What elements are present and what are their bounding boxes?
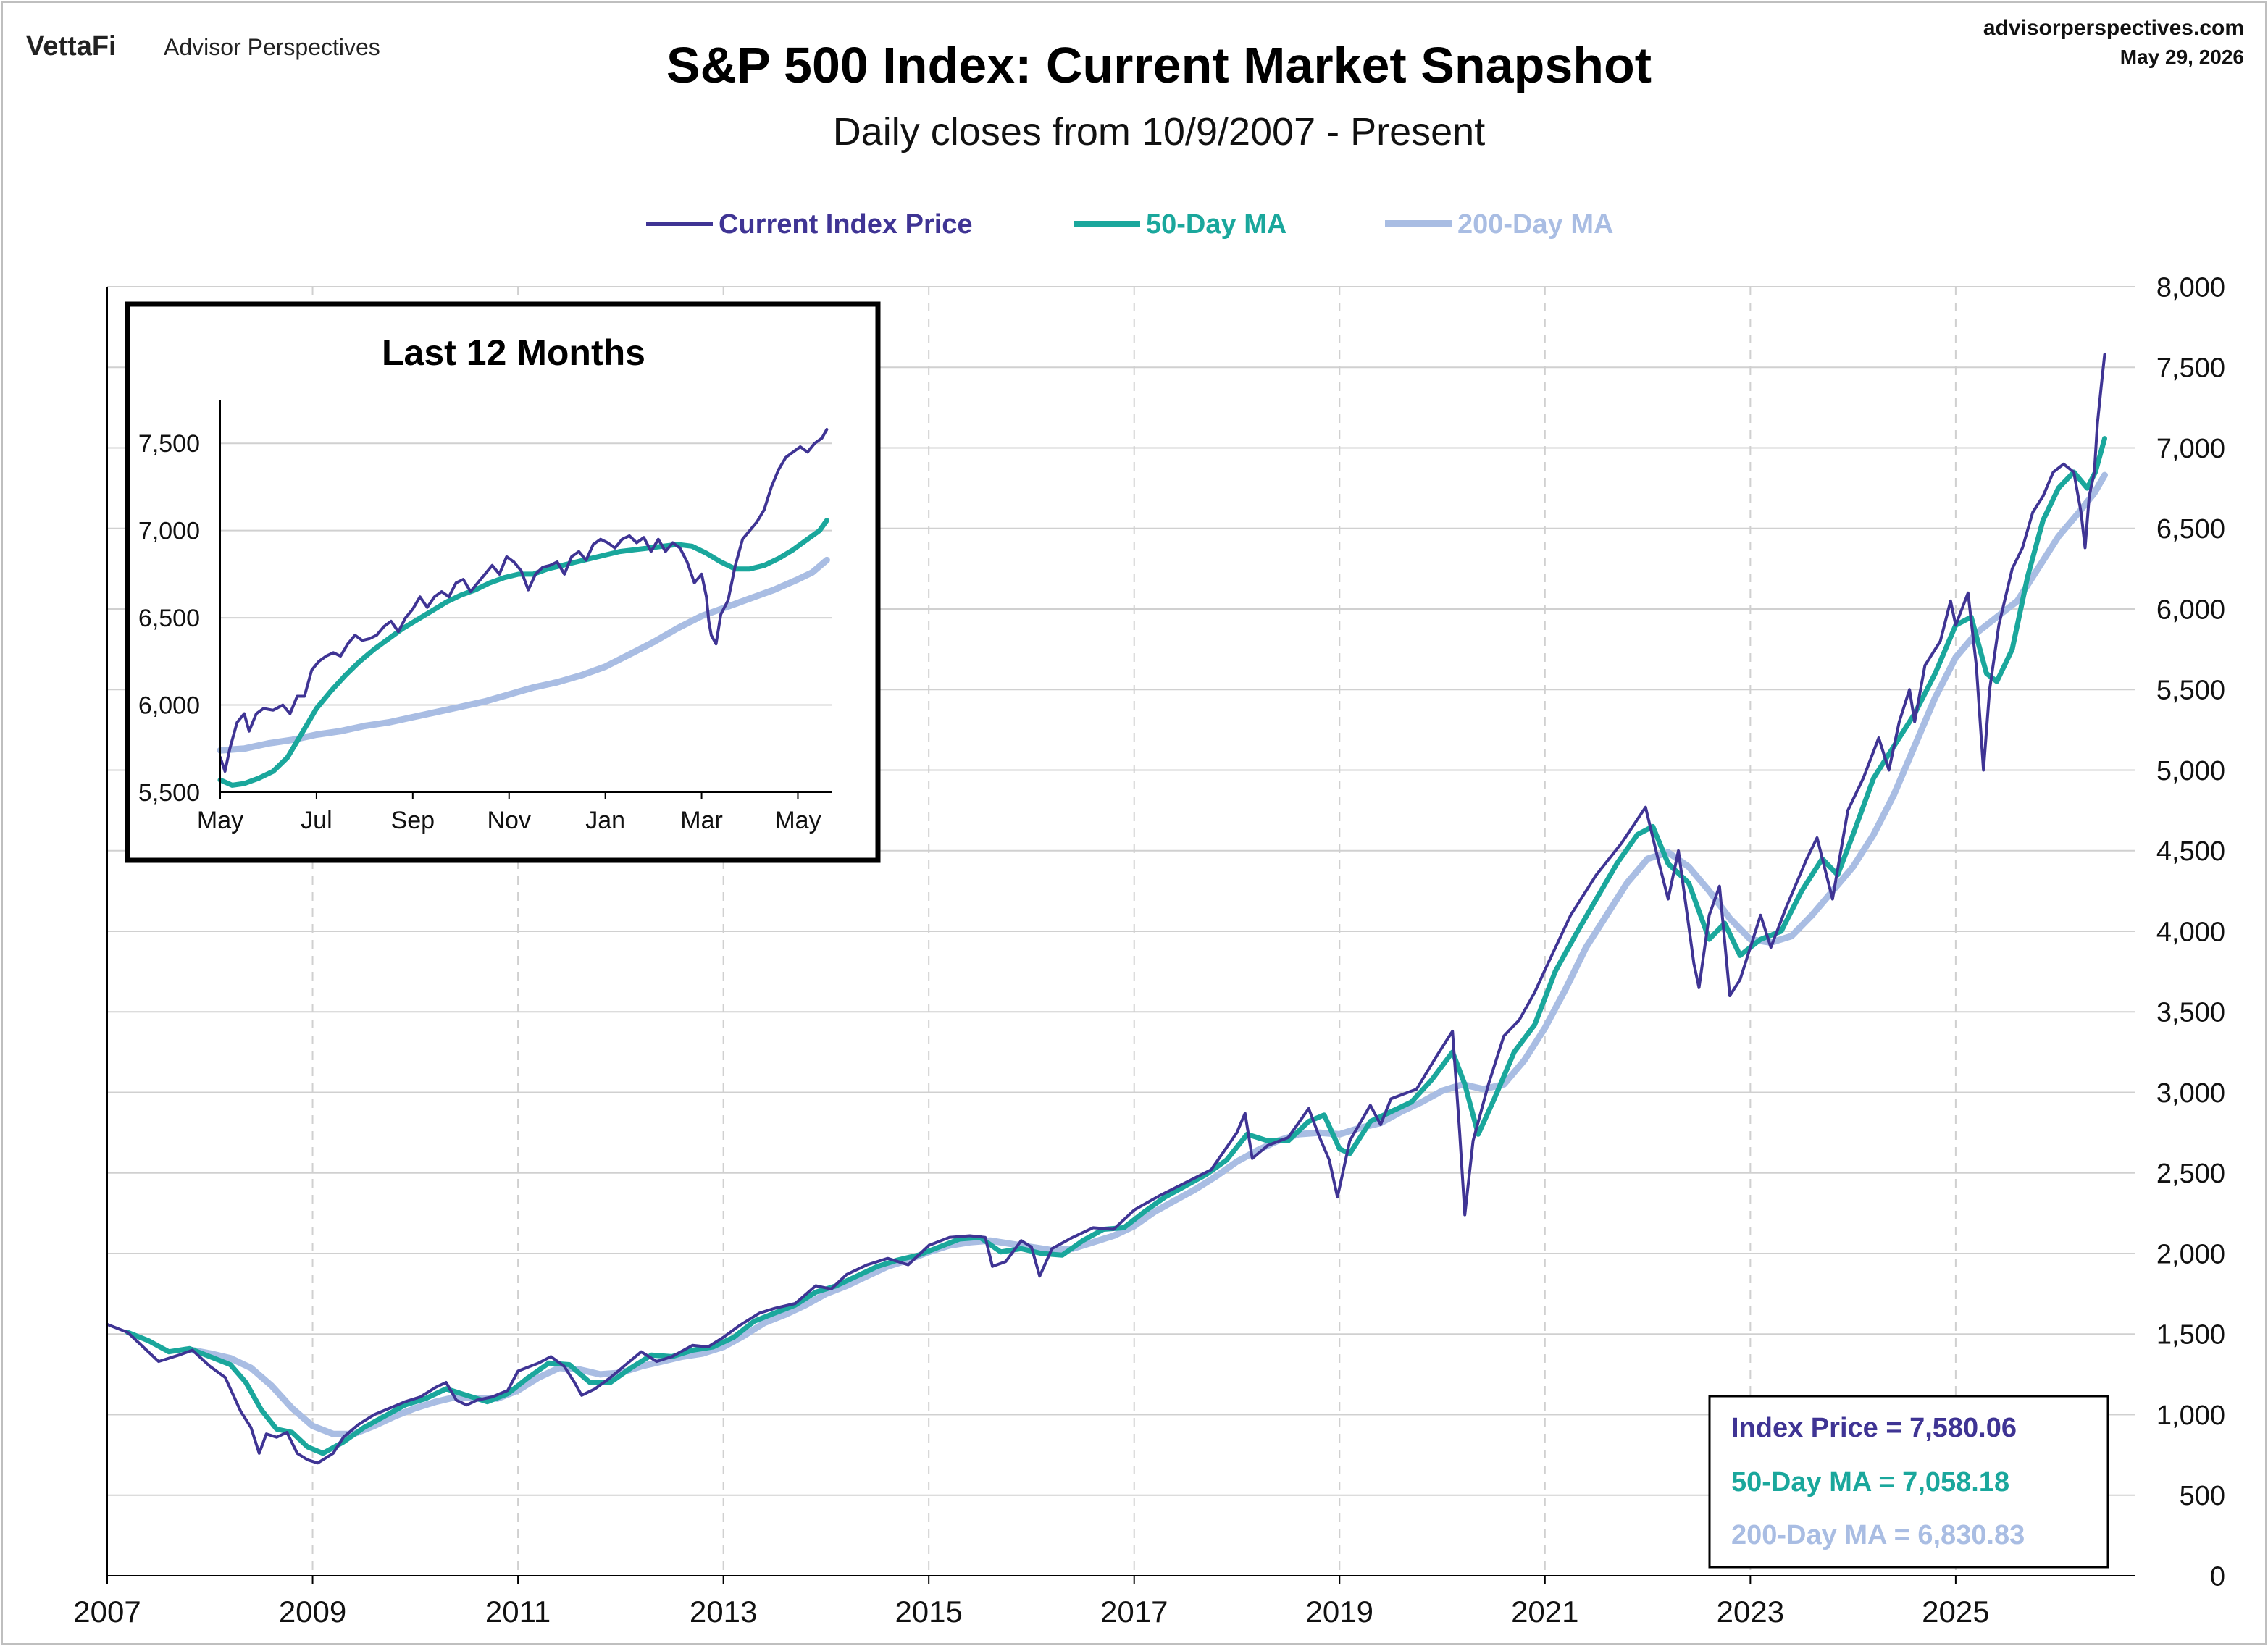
y-tick-label: 7,500 <box>2156 353 2225 384</box>
y-tick-label: 3,500 <box>2156 998 2225 1028</box>
x-tick-label: Nov <box>488 807 531 834</box>
y-tick-label: 1,500 <box>2156 1320 2225 1351</box>
y-tick-label: 2,000 <box>2156 1239 2225 1269</box>
x-tick-label: 2023 <box>1717 1595 1784 1629</box>
y-tick-label: 0 <box>2210 1561 2225 1592</box>
series-line-price <box>106 353 2106 1465</box>
y-tick-label: 500 <box>2180 1481 2225 1511</box>
x-tick-label: 2011 <box>485 1595 551 1629</box>
series-line-ma200 <box>217 556 830 754</box>
inset-box <box>125 301 881 863</box>
y-tick-label: 6,000 <box>138 692 200 719</box>
x-tick-label: 2017 <box>1100 1595 1168 1629</box>
site-url: advisorperspectives.com <box>1983 16 2244 40</box>
values-box <box>1708 1395 2109 1569</box>
legend-label-ma50: 50-Day MA <box>1146 209 1286 240</box>
x-tick-label: 2007 <box>73 1595 141 1629</box>
y-tick-label: 4,000 <box>2156 917 2225 947</box>
inset-series <box>217 428 830 788</box>
x-tick-label: 2019 <box>1306 1595 1373 1629</box>
y-tick-label: 3,000 <box>2156 1078 2225 1109</box>
series-line-ma50 <box>217 518 829 788</box>
y-tick-label: 7,000 <box>2156 434 2225 464</box>
x-tick-label: Jul <box>301 807 332 834</box>
chart-subtitle: Daily closes from 10/9/2007 - Present <box>833 110 1485 154</box>
y-tick-label: 5,500 <box>138 779 200 807</box>
inset-title: Last 12 Months <box>382 332 645 373</box>
y-tick-label: 8,000 <box>2156 272 2225 303</box>
legend: Current Index Price 50-Day MA 200-Day MA <box>646 209 1613 240</box>
y-tick-label: 5,000 <box>2156 756 2225 786</box>
x-tick-label: Sep <box>391 807 435 834</box>
brand-subtitle: Advisor Perspectives <box>164 34 380 60</box>
series-line-ma50 <box>125 436 2107 1456</box>
x-tick-label: Mar <box>680 807 723 834</box>
x-tick-label: 2013 <box>690 1595 757 1629</box>
series-line-price <box>219 428 829 773</box>
y-tick-label: 4,500 <box>2156 836 2225 867</box>
legend-label-price: Current Index Price <box>719 209 973 240</box>
x-tick-label: May <box>774 807 821 834</box>
report-date: May 29, 2026 <box>2120 46 2244 68</box>
main-grid <box>106 286 2135 1576</box>
y-tick-label: 5,500 <box>2156 676 2225 706</box>
chart-title: S&P 500 Index: Current Market Snapshot <box>666 37 1652 93</box>
x-tick-label: 2021 <box>1511 1595 1578 1629</box>
x-tick-label: 2015 <box>895 1595 962 1629</box>
value-ma50: 50-Day MA = 7,058.18 <box>1731 1467 2009 1498</box>
main-series <box>106 353 2108 1465</box>
y-tick-label: 2,500 <box>2156 1159 2225 1189</box>
brand-logo: VettaFi <box>26 31 117 62</box>
y-tick-label: 7,000 <box>138 518 200 545</box>
value-price: Index Price = 7,580.06 <box>1731 1413 2017 1443</box>
inset-axes: 5,500 6,000 6,500 7,000 7,500 May Jul Sep Nov Jan… <box>138 400 832 834</box>
value-ma200: 200-Day MA = 6,830.83 <box>1731 1520 2025 1550</box>
y-tick-label: 6,500 <box>2156 514 2225 545</box>
y-tick-label: 7,500 <box>138 430 200 458</box>
y-tick-label: 1,000 <box>2156 1401 2225 1431</box>
y-tick-label: 6,000 <box>2156 595 2225 625</box>
x-tick-label: Jan <box>585 807 625 834</box>
x-tick-label: May <box>197 807 243 834</box>
x-tick-label: 2025 <box>1922 1595 1989 1629</box>
x-tick-label: 2009 <box>279 1595 346 1629</box>
main-axes: 0 500 1,000 1,500 2,000 2,500 3,000 3,500 4,000 4… <box>73 272 2225 1629</box>
y-tick-label: 6,500 <box>138 605 200 632</box>
legend-label-ma200: 200-Day MA <box>1457 209 1613 240</box>
chart-svg: VettaFi Advisor Perspectives advisorpers… <box>26 16 2244 1629</box>
